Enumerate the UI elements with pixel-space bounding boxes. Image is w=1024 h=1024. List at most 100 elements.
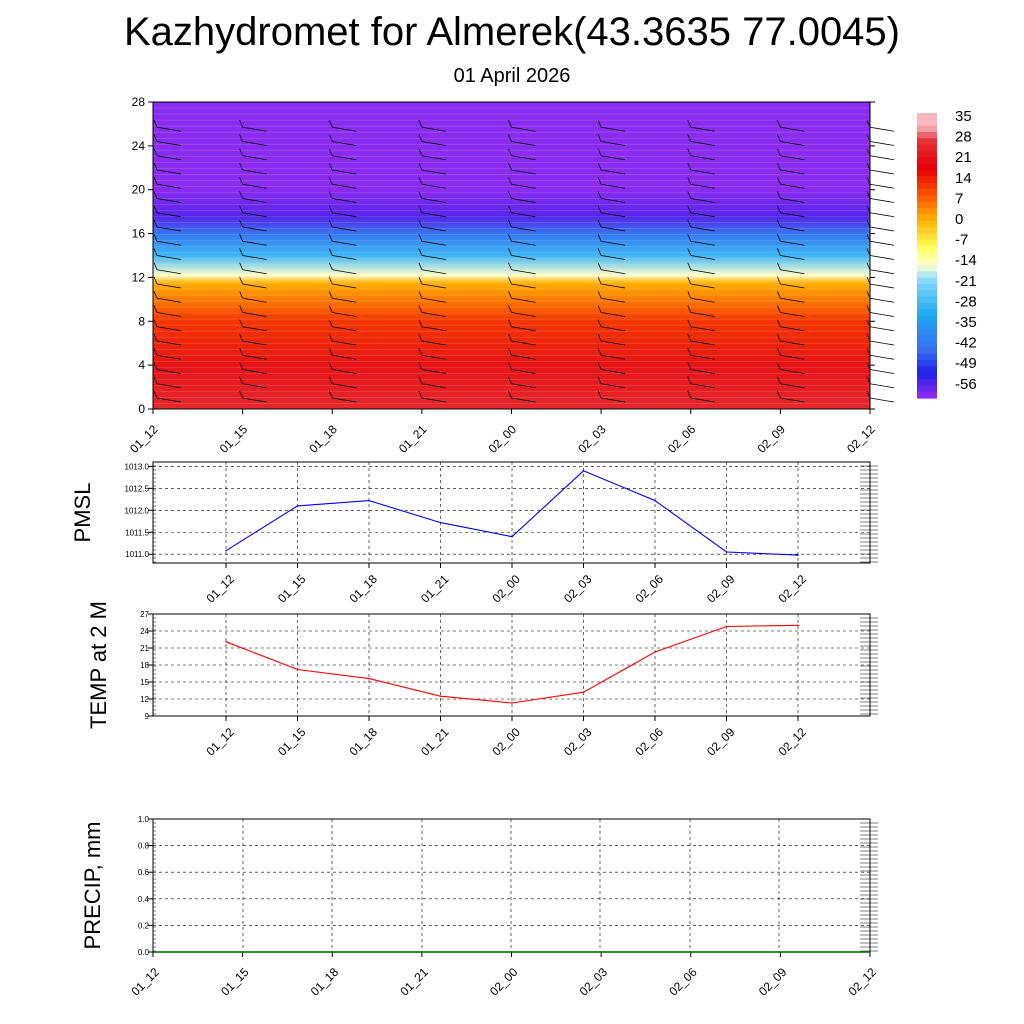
x-tick-label: 01_15 [275,572,309,606]
wind-barb-flag [597,348,602,356]
wind-barb-flag [597,291,602,299]
wind-barb-flag [153,120,158,128]
wind-barb [869,369,895,374]
wind-barb-flag [508,248,512,256]
wind-barb-flag [153,262,158,270]
wind-barb [869,183,895,189]
wind-barb [156,183,182,189]
wind-barb [601,169,626,175]
wind-barb [156,155,182,161]
wind-barb-flag [508,333,512,342]
wind-barb [242,297,267,303]
wind-barb-flag [508,205,512,213]
x-tick-label: 02_06 [632,572,666,606]
wind-barb [780,340,805,346]
colorbar-swatch [917,201,937,209]
wind-barb-flag [418,219,423,228]
wind-barb-flag [239,205,243,213]
wind-barb [421,141,446,146]
wind-barb [421,312,446,317]
colorbar-swatch [917,284,937,291]
wind-barb [421,240,446,246]
wind-barb-flag [687,362,692,370]
colorbar-label: 21 [955,149,972,166]
wind-barb-flag [153,191,158,199]
wind-barb-flag [418,319,423,327]
wind-barb [242,397,267,403]
wind-barb [601,212,626,218]
pmsl-frame [152,461,871,564]
wind-barb-flag [239,134,243,142]
x-tick-label: 01_21 [418,725,452,759]
wind-barb-column [328,120,357,403]
y-tick-label: 0.4 [138,895,150,904]
wind-barb-flag [239,148,243,156]
wind-barb-flag [418,390,423,399]
wind-barb [511,340,536,346]
colorbar-swatch [917,391,937,399]
wind-barb [156,340,182,346]
x-tick-label: 02_09 [754,422,788,456]
x-tick-label: 02_06 [632,725,666,759]
wind-barb-flag [328,333,333,342]
colorbar: 35 28 21 14 7 0 -7 -14 -21 -28 -35 -42 -49 -56 [917,108,977,399]
wind-barb [601,226,626,232]
wind-barb [242,312,267,317]
wind-barb [690,312,715,317]
wind-barb [511,240,536,246]
wind-barb [690,326,715,332]
wind-barb [421,269,446,275]
y-tick-label: 0 [138,402,145,416]
wind-barb-column [687,120,715,403]
wind-barb-flag [328,191,333,199]
colorbar-swatch [917,353,937,361]
wind-barb [511,312,536,317]
y-tick-label: 20 [132,183,146,197]
wind-barb-flag [597,376,602,384]
y-tick-label: 1011.0 [125,550,149,559]
wind-barb-flag [777,390,781,399]
wind-barb-flag [153,219,158,228]
colorbar-swatch [917,341,937,348]
wind-barb-flag [687,291,692,299]
wind-barb-flag [687,262,692,270]
wind-barb-flag [687,191,692,199]
wind-barb [869,340,895,346]
wind-barb-flag [777,305,781,313]
colorbar-label: 0 [955,211,963,228]
wind-barb [511,354,536,360]
wind-barb [690,383,715,389]
wind-barb-column [508,120,536,403]
wind-barb [780,183,805,189]
wind-barb-flag [597,333,602,342]
wind-barb [156,312,182,317]
wind-barb [156,297,182,303]
wind-barb-flag [508,134,512,142]
wind-barb-flag [777,333,781,342]
y-tick-label: 4 [138,358,145,372]
x-tick-label: 01_21 [397,965,431,999]
x-tick-label: 02_06 [665,422,699,456]
wind-barb-flag [777,134,781,142]
wind-barb-flag [239,177,243,185]
wind-barb [242,141,267,146]
colorbar-swatch [917,290,937,298]
wind-barb [780,297,805,303]
wind-barb [156,283,182,289]
x-tick-label: 01_18 [306,422,340,456]
wind-barb-flag [687,248,692,256]
wind-barb-flag [687,276,692,285]
colorbar-swatch [917,151,937,158]
x-tick-label: 02_09 [704,725,738,759]
x-tick-label: 01_18 [346,725,380,759]
temp-2m-point [439,695,442,697]
temp-2m-point [582,691,585,693]
temp-2m-point [725,625,728,628]
wind-barb-flag [418,148,423,156]
wind-barb [511,383,536,389]
x-tick-label: 01_21 [418,572,452,606]
colorbar-swatch [917,309,937,317]
wind-barb-flag [153,390,158,399]
wind-barb [421,226,446,232]
wind-barb-flag [777,319,781,327]
